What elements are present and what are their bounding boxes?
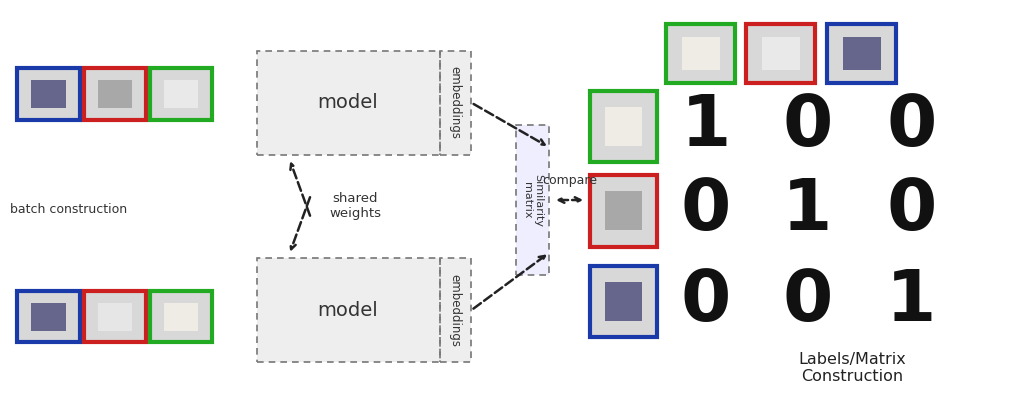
Bar <box>666 24 735 83</box>
Bar <box>150 291 212 343</box>
Bar <box>590 266 657 337</box>
Bar <box>84 291 145 343</box>
Bar <box>605 282 642 322</box>
Bar <box>97 80 132 108</box>
Bar <box>827 24 896 83</box>
Text: shared
weights: shared weights <box>330 192 382 221</box>
Text: 1: 1 <box>886 267 937 337</box>
Text: 0: 0 <box>680 177 731 245</box>
Bar <box>439 50 471 155</box>
Bar <box>257 50 439 155</box>
Text: 0: 0 <box>782 93 833 161</box>
Bar <box>257 50 439 155</box>
Bar <box>84 69 145 120</box>
Bar <box>97 303 132 331</box>
Bar <box>150 69 212 120</box>
Bar <box>762 37 800 70</box>
Bar <box>17 69 80 120</box>
Bar <box>843 37 881 70</box>
Text: model: model <box>317 93 379 112</box>
Bar <box>605 107 642 146</box>
Bar <box>439 259 471 362</box>
Bar <box>666 24 735 83</box>
Bar <box>150 69 212 120</box>
Bar <box>516 125 549 275</box>
Bar <box>164 80 198 108</box>
Bar <box>590 91 657 162</box>
Text: embeddings: embeddings <box>449 66 462 139</box>
Bar <box>17 69 80 120</box>
Text: Similarity
matrix: Similarity matrix <box>521 174 544 227</box>
Bar <box>257 259 439 362</box>
Text: 0: 0 <box>680 267 731 337</box>
Bar <box>32 80 66 108</box>
Text: compare: compare <box>542 174 597 187</box>
Bar <box>84 291 145 343</box>
Text: Labels/Matrix
Construction: Labels/Matrix Construction <box>798 351 906 384</box>
Bar <box>590 91 657 162</box>
Bar <box>746 24 815 83</box>
Bar <box>827 24 896 83</box>
Text: 1: 1 <box>782 177 833 245</box>
Bar <box>17 291 80 343</box>
Text: 0: 0 <box>782 267 833 337</box>
Text: 0: 0 <box>886 93 937 161</box>
Bar <box>150 291 212 343</box>
Bar <box>257 259 439 362</box>
Bar <box>32 303 66 331</box>
Bar <box>439 50 471 155</box>
Bar <box>590 266 657 337</box>
Bar <box>590 175 657 246</box>
Text: batch construction: batch construction <box>10 203 127 217</box>
Text: model: model <box>317 301 379 320</box>
Text: 0: 0 <box>886 177 937 245</box>
Bar <box>746 24 815 83</box>
Text: 1: 1 <box>680 93 731 161</box>
Bar <box>439 259 471 362</box>
Bar <box>590 175 657 246</box>
Bar <box>682 37 720 70</box>
Text: embeddings: embeddings <box>449 274 462 347</box>
Bar <box>84 69 145 120</box>
Bar <box>605 191 642 230</box>
Bar <box>17 291 80 343</box>
Bar <box>516 125 549 275</box>
Bar <box>164 303 198 331</box>
